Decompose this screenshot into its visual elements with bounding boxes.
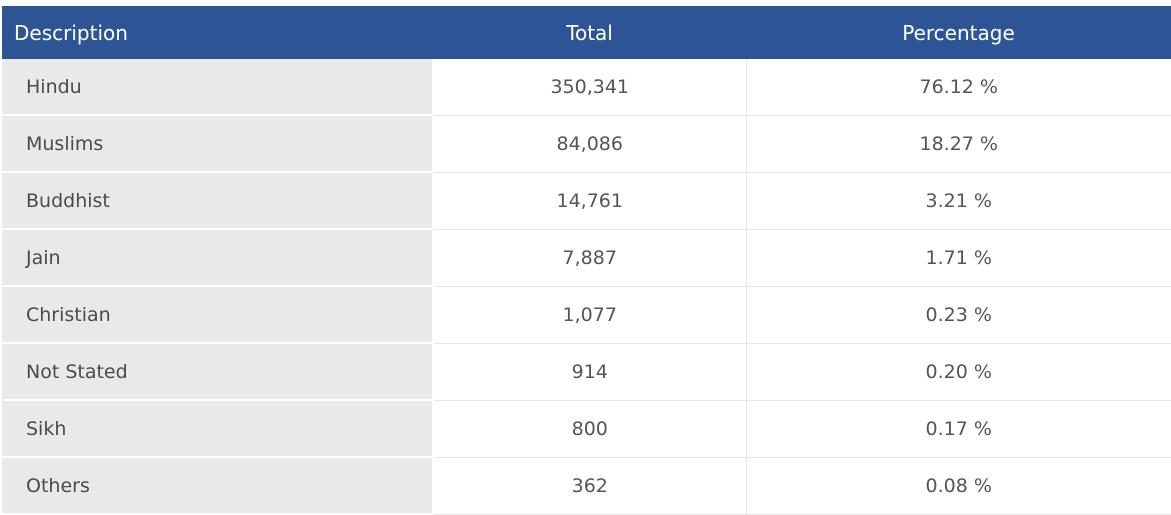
total-cell: 7,887 bbox=[432, 229, 747, 287]
percentage-cell: 3.21 % bbox=[746, 172, 1171, 230]
total-cell: 1,077 bbox=[432, 286, 747, 344]
table-row: Jain 7,887 1.71 % bbox=[2, 229, 1171, 287]
total-cell: 14,761 bbox=[432, 172, 747, 230]
percentage-cell: 76.12 % bbox=[746, 59, 1171, 116]
description-cell: Muslims bbox=[2, 115, 433, 173]
percentage-cell: 18.27 % bbox=[746, 115, 1171, 173]
table-row: Sikh 800 0.17 % bbox=[2, 400, 1171, 458]
description-cell: Jain bbox=[2, 229, 433, 287]
percentage-cell: 1.71 % bbox=[746, 229, 1171, 287]
description-cell: Buddhist bbox=[2, 172, 433, 230]
table-row: Not Stated 914 0.20 % bbox=[2, 343, 1171, 401]
table-row: Muslims 84,086 18.27 % bbox=[2, 115, 1171, 173]
percentage-cell: 0.17 % bbox=[746, 400, 1171, 458]
column-header-description: Description bbox=[14, 20, 128, 45]
total-cell: 84,086 bbox=[432, 115, 747, 173]
religion-table: Description Total Percentage Hindu 350,3… bbox=[2, 6, 1171, 515]
table-row: Others 362 0.08 % bbox=[2, 457, 1171, 515]
table-row: Buddhist 14,761 3.21 % bbox=[2, 172, 1171, 230]
percentage-cell: 0.23 % bbox=[746, 286, 1171, 344]
percentage-cell: 0.08 % bbox=[746, 457, 1171, 515]
table-row: Hindu 350,341 76.12 % bbox=[2, 59, 1171, 116]
religion-table-container: Description Total Percentage Hindu 350,3… bbox=[2, 6, 1171, 515]
percentage-cell: 0.20 % bbox=[746, 343, 1171, 401]
table-row: Christian 1,077 0.23 % bbox=[2, 286, 1171, 344]
table-body: Hindu 350,341 76.12 % Muslims 84,086 18.… bbox=[2, 59, 1171, 515]
total-cell: 350,341 bbox=[432, 59, 747, 116]
total-cell: 800 bbox=[432, 400, 747, 458]
description-cell: Not Stated bbox=[2, 343, 433, 401]
description-cell: Others bbox=[2, 457, 433, 515]
total-cell: 914 bbox=[432, 343, 747, 401]
column-header-percentage: Percentage bbox=[902, 20, 1015, 45]
description-cell: Christian bbox=[2, 286, 433, 344]
header-row: Description Total Percentage bbox=[2, 6, 1171, 59]
description-cell: Hindu bbox=[2, 59, 433, 116]
description-cell: Sikh bbox=[2, 400, 433, 458]
column-header-total: Total bbox=[566, 20, 613, 45]
total-cell: 362 bbox=[432, 457, 747, 515]
table-header: Description Total Percentage bbox=[2, 6, 1171, 59]
